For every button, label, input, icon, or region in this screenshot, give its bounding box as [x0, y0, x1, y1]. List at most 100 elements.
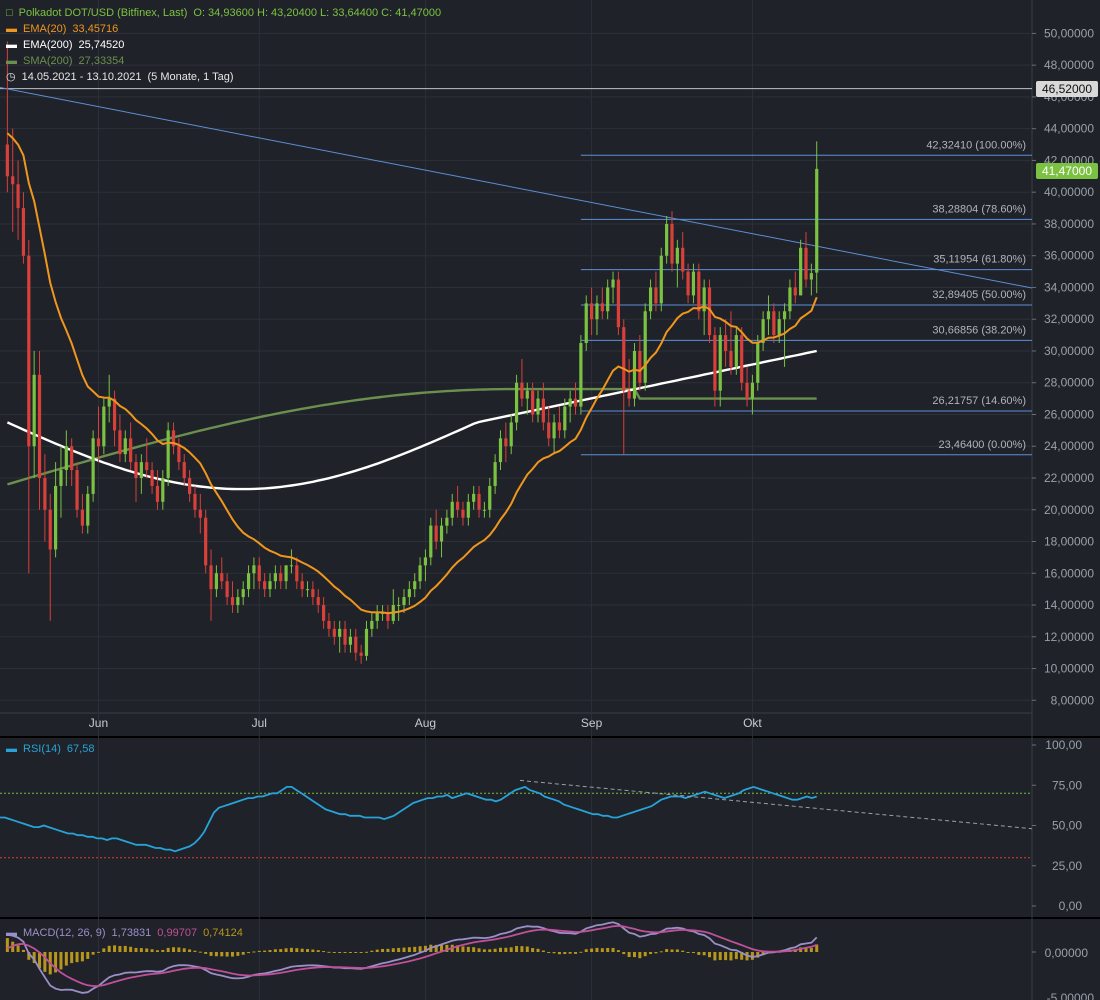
macd-histogram-bar	[284, 948, 288, 952]
macd-histogram-bar	[161, 949, 165, 952]
candle-body	[80, 509, 84, 526]
candle-body	[552, 422, 556, 439]
macd-histogram-bar	[616, 950, 620, 952]
macd-histogram-bar	[536, 948, 540, 952]
macd-histogram-bar	[70, 952, 74, 964]
candle-body	[525, 390, 529, 399]
candle-body	[273, 573, 277, 582]
candle-body	[134, 462, 138, 478]
macd-histogram-bar	[740, 952, 744, 960]
rsi-tick-label: 50,00	[1052, 819, 1082, 833]
candle-body	[193, 493, 197, 510]
candle-body	[198, 509, 202, 518]
macd-histogram-bar	[139, 948, 143, 952]
rsi-panel-separator	[0, 736, 1100, 738]
candle-body	[268, 581, 272, 590]
macd-histogram-bar	[113, 945, 117, 952]
price-tick-label: 10,00000	[1044, 662, 1094, 676]
instrument-title: Polkadot DOT/USD (Bitfinex, Last)	[18, 7, 188, 19]
candle-body	[241, 589, 245, 598]
candle-body	[745, 382, 749, 399]
ema200-label: EMA(200)	[23, 39, 73, 51]
candle-body	[423, 557, 428, 566]
macd-histogram-bar	[43, 952, 47, 972]
macd-tick-label: 0,00000	[1045, 946, 1089, 960]
candle-body	[375, 612, 379, 621]
macd-swatch: ▬	[6, 927, 17, 939]
macd-histogram-bar	[279, 949, 283, 952]
candle-body	[327, 620, 331, 629]
macd-histogram-bar	[182, 948, 186, 952]
macd-histogram-bar	[702, 952, 706, 956]
macd-histogram-bar	[413, 946, 417, 952]
macd-histogram-bar	[659, 951, 663, 953]
candle-body	[37, 374, 42, 478]
candle-body	[236, 597, 240, 606]
candle-body	[638, 350, 642, 383]
macd-histogram-bar	[236, 952, 240, 956]
macd-histogram-bar	[434, 944, 438, 952]
price-tick-label: 38,00000	[1044, 217, 1094, 231]
candle-body	[386, 612, 390, 621]
macd-histogram-bar	[54, 952, 58, 973]
candle-body	[70, 446, 74, 471]
macd-histogram-bar	[86, 952, 90, 959]
price-tick-label: 12,00000	[1044, 630, 1094, 644]
price-tick-label: 8,00000	[1051, 693, 1095, 707]
candle-body	[332, 628, 336, 637]
candle-body	[370, 620, 374, 629]
macd-histogram-bar	[509, 947, 513, 952]
candle-body	[86, 493, 90, 526]
candle-body	[27, 255, 31, 447]
candle-body	[214, 573, 218, 590]
time-tick-label: Aug	[415, 716, 436, 730]
candle-body	[595, 303, 599, 320]
resistance-price-tag: 46,52000	[1035, 81, 1098, 97]
price-tick-label: 16,00000	[1044, 566, 1094, 580]
candle-body	[724, 335, 728, 351]
candle-body	[563, 406, 567, 431]
candle-body	[815, 168, 819, 273]
candle-body	[257, 565, 261, 582]
macd-histogram-bar	[209, 952, 213, 956]
candle-body	[230, 597, 235, 606]
candle-body	[150, 470, 154, 486]
macd-histogram-bar	[574, 952, 578, 954]
macd-signal-line	[7, 924, 818, 987]
candle-body	[118, 430, 122, 455]
macd-histogram-bar	[397, 947, 401, 952]
price-tick-label: 18,00000	[1044, 535, 1094, 549]
fib-level-label: 35,11954 (61.80%)	[933, 254, 1026, 266]
macd-histogram-bar	[204, 952, 208, 954]
price-tick-label: 48,00000	[1044, 58, 1094, 72]
candle-body	[504, 438, 508, 447]
macd-histogram-bar	[268, 950, 272, 952]
ema20-line	[6, 132, 818, 615]
macd-histogram-bar	[525, 946, 529, 952]
rsi-value: 67,58	[66, 743, 95, 755]
macd-histogram-bar	[563, 952, 567, 955]
rsi-swatch: ▬	[6, 743, 17, 755]
legend-ema200: ▬ EMA(200) 25,74520	[6, 37, 130, 53]
macd-histogram-bar	[498, 947, 502, 952]
candle-body	[799, 247, 803, 296]
macd-histogram-bar	[118, 946, 122, 952]
candle-body	[263, 581, 267, 590]
macd-histogram-bar	[713, 952, 717, 961]
candle-body	[482, 509, 486, 511]
macd-histogram-bar	[756, 952, 760, 958]
macd-histogram-bar	[241, 952, 245, 955]
date-range: 14.05.2021 - 13.10.2021	[21, 71, 142, 83]
candle-body	[439, 525, 444, 542]
macd-histogram-bar	[445, 944, 449, 952]
macd-histogram-bar	[691, 952, 695, 954]
macd-histogram-bar	[579, 951, 583, 953]
macd-histogram-bar	[289, 947, 293, 952]
price-tick-label: 32,00000	[1044, 312, 1094, 326]
candle-body	[155, 485, 160, 502]
rsi-tick-label: 25,00	[1052, 859, 1082, 873]
candle-body	[64, 446, 68, 471]
macd-histogram-bar	[338, 952, 342, 953]
fib-level-label: 38,28804 (78.60%)	[932, 203, 1026, 215]
